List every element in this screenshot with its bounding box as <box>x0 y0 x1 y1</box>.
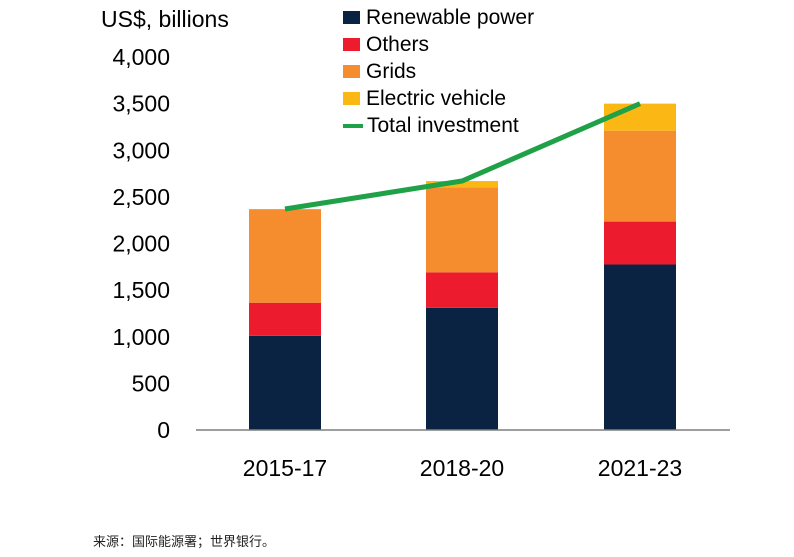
y-tick-label: 2,500 <box>112 184 170 210</box>
legend-swatch-total-investment <box>343 123 363 128</box>
y-tick-label: 500 <box>132 370 170 396</box>
bar-segment-others <box>604 221 676 265</box>
y-axis-label: US$, billions <box>101 6 229 32</box>
bars-layer <box>249 103 676 430</box>
legend-item-electric-vehicle: Electric vehicle <box>343 85 534 112</box>
bar-segment-others <box>426 272 498 308</box>
legend-item-others: Others <box>343 31 534 58</box>
legend-swatch-grids <box>343 65 360 78</box>
legend-label: Others <box>366 33 430 56</box>
bar-segment-electric-vehicle <box>426 181 498 188</box>
legend-label: Electric vehicle <box>366 87 507 110</box>
bar-segment-grids <box>249 209 321 303</box>
legend-swatch-others <box>343 38 360 51</box>
y-tick-label: 4,000 <box>112 44 170 70</box>
y-tick-label: 0 <box>157 417 170 443</box>
legend-item-renewable-power: Renewable power <box>343 4 534 31</box>
total-investment-line <box>284 101 641 212</box>
y-tick-label: 3,000 <box>112 137 170 163</box>
y-tick-label: 2,000 <box>112 231 170 257</box>
legend-swatch-renewable-power <box>343 11 360 24</box>
legend-label: Renewable power <box>366 6 535 29</box>
legend-swatch-electric-vehicle <box>343 92 360 105</box>
bar-segment-electric-vehicle <box>604 103 676 131</box>
x-tick-labels: 2015-17 2018-20 2021-23 <box>243 455 682 481</box>
x-tick-label: 2015-17 <box>243 455 327 481</box>
legend-item-total-investment: Total investment <box>343 112 534 139</box>
y-tick-label: 1,500 <box>112 277 170 303</box>
bar-segment-grids <box>426 187 498 273</box>
y-tick-label: 3,500 <box>112 91 170 117</box>
source-note: 来源：国际能源署；世界银行。 <box>93 535 276 550</box>
y-tick-labels: 0 500 1,000 1,500 2,000 2,500 3,000 3,500 4,000 <box>112 44 170 443</box>
y-tick-label: 1,000 <box>112 324 170 350</box>
bar-segment-grids <box>604 130 676 222</box>
x-tick-label: 2021-23 <box>598 455 682 481</box>
x-tick-label: 2018-20 <box>420 455 504 481</box>
bar-segment-others <box>249 302 321 336</box>
bar-segment-renewable-power <box>604 264 676 430</box>
bar-segment-renewable-power <box>426 307 498 430</box>
bar-segment-renewable-power <box>249 335 321 430</box>
legend-item-grids: Grids <box>343 58 534 85</box>
legend-label: Grids <box>366 60 417 83</box>
legend-label: Total investment <box>367 114 519 137</box>
legend: Renewable power Others Grids Electric ve… <box>343 4 534 139</box>
